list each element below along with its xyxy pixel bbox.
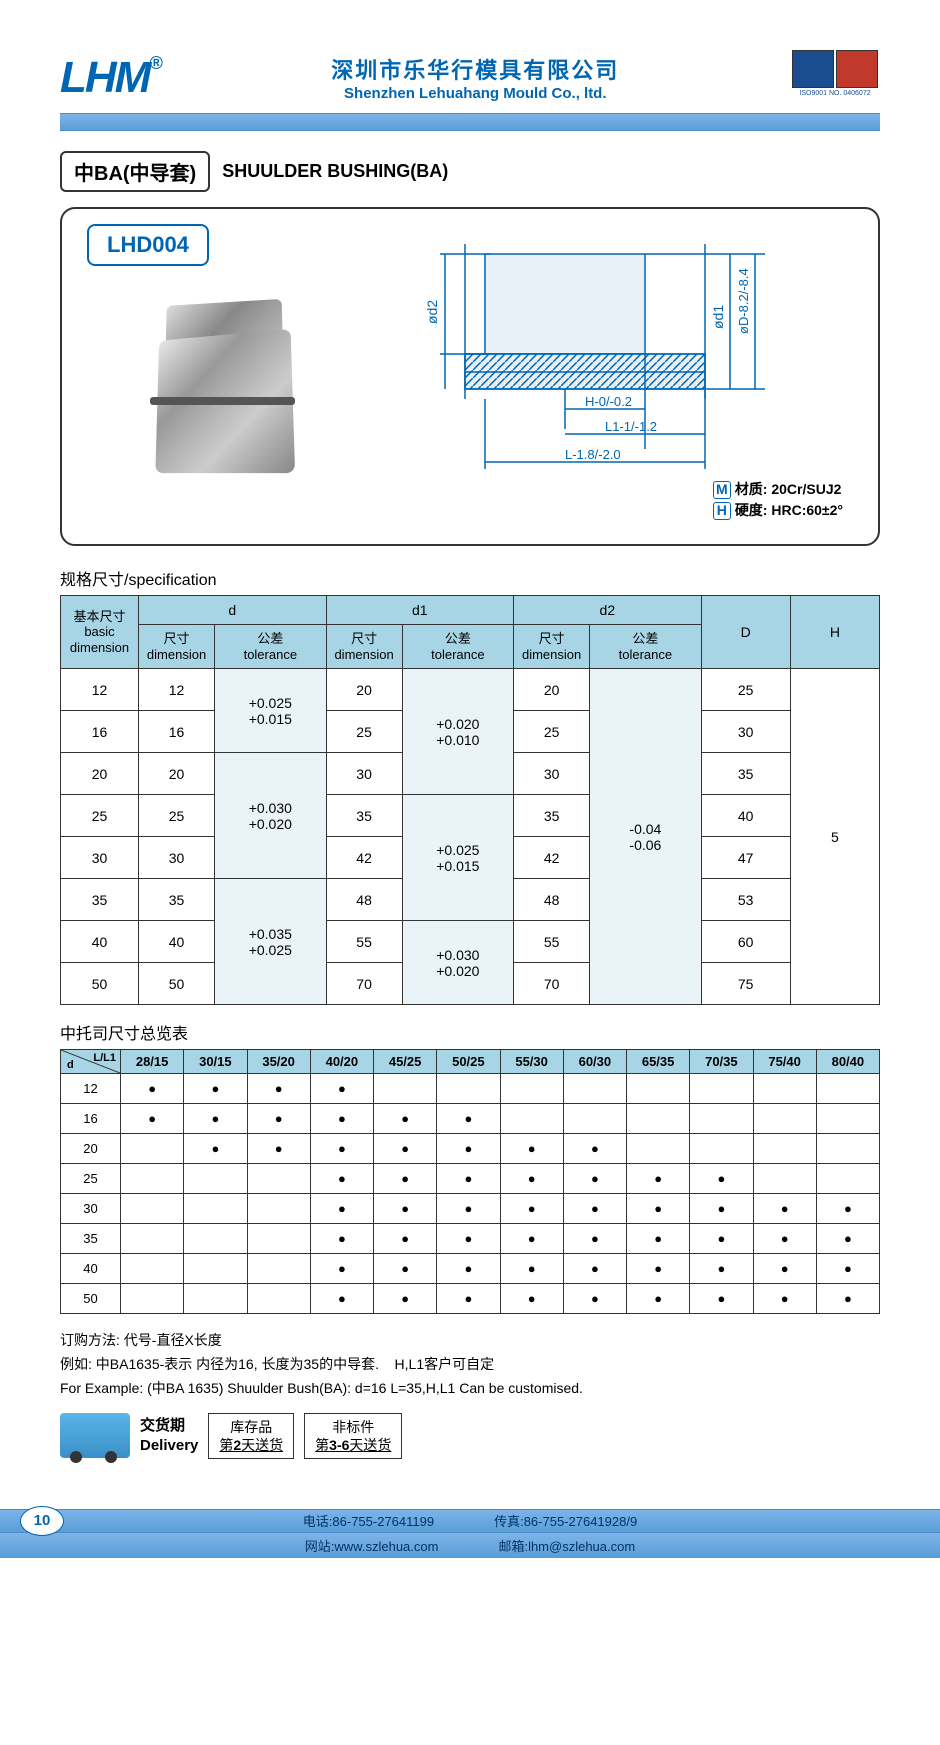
part-code: LHD004: [87, 224, 209, 266]
certification-badge: ISO9001 NO. 0406072: [790, 50, 880, 105]
truck-icon: [60, 1413, 130, 1458]
company-en: Shenzhen Lehuahang Mould Co., ltd.: [191, 85, 760, 102]
material-info: M材质: 20Cr/SUJ2 H硬度: HRC:60±2°: [713, 479, 843, 521]
header-divider: [60, 113, 880, 131]
svg-text:H-0/-0.2: H-0/-0.2: [585, 394, 632, 409]
specification-table: 基本尺寸basicdimension d d1 d2 D H 尺寸dimensi…: [60, 595, 880, 1005]
svg-text:L-1.8/-2.0: L-1.8/-2.0: [565, 447, 621, 462]
footer: 10 电话:86-755-27641199 传真:86-755-27641928…: [0, 1509, 940, 1533]
svg-text:ød2: ød2: [424, 300, 440, 324]
svg-text:ød1: ød1: [710, 305, 726, 329]
diagram-panel: LHD004: [60, 207, 880, 546]
svg-text:øD-8.2/-8.4: øD-8.2/-8.4: [736, 268, 751, 334]
page-number: 10: [20, 1506, 64, 1536]
product-photo: [82, 224, 362, 529]
nonstd-box: 非标件第3-6天送货: [304, 1413, 402, 1459]
company-name: 深圳市乐华行模具有限公司 Shenzhen Lehuahang Mould Co…: [191, 53, 760, 102]
title-en: SHUULDER BUSHING(BA): [222, 161, 448, 182]
technical-drawing: ød2 ød1 øD-8.2/-8.4 H-0/-0.2 L1-1/-1.2 L…: [362, 224, 858, 529]
stock-box: 库存品第2天送货: [208, 1413, 294, 1459]
delivery-info: 交货期Delivery 库存品第2天送货 非标件第3-6天送货: [60, 1413, 880, 1459]
spec-title: 规格尺寸/specification: [60, 566, 880, 590]
overview-table: L/L1d28/1530/1535/2040/2045/2550/2555/30…: [60, 1049, 880, 1314]
footer-row2: 网站:www.szlehua.com 邮箱:lhm@szlehua.com: [0, 1533, 940, 1558]
page-header: LHM® 深圳市乐华行模具有限公司 Shenzhen Lehuahang Mou…: [60, 50, 880, 105]
logo: LHM®: [60, 53, 161, 103]
overview-title: 中托司尺寸总览表: [60, 1020, 880, 1044]
company-cn: 深圳市乐华行模具有限公司: [191, 53, 760, 85]
col-basic: 基本尺寸basicdimension: [61, 596, 139, 669]
product-title: 中BA(中导套) SHUULDER BUSHING(BA): [60, 151, 880, 192]
svg-text:L1-1/-1.2: L1-1/-1.2: [605, 419, 657, 434]
delivery-label: 交货期Delivery: [140, 1416, 198, 1455]
order-info: 订购方法: 代号-直径X长度 例如: 中BA1635-表示 内径为16, 长度为…: [60, 1329, 880, 1400]
title-cn: 中BA(中导套): [60, 151, 210, 192]
